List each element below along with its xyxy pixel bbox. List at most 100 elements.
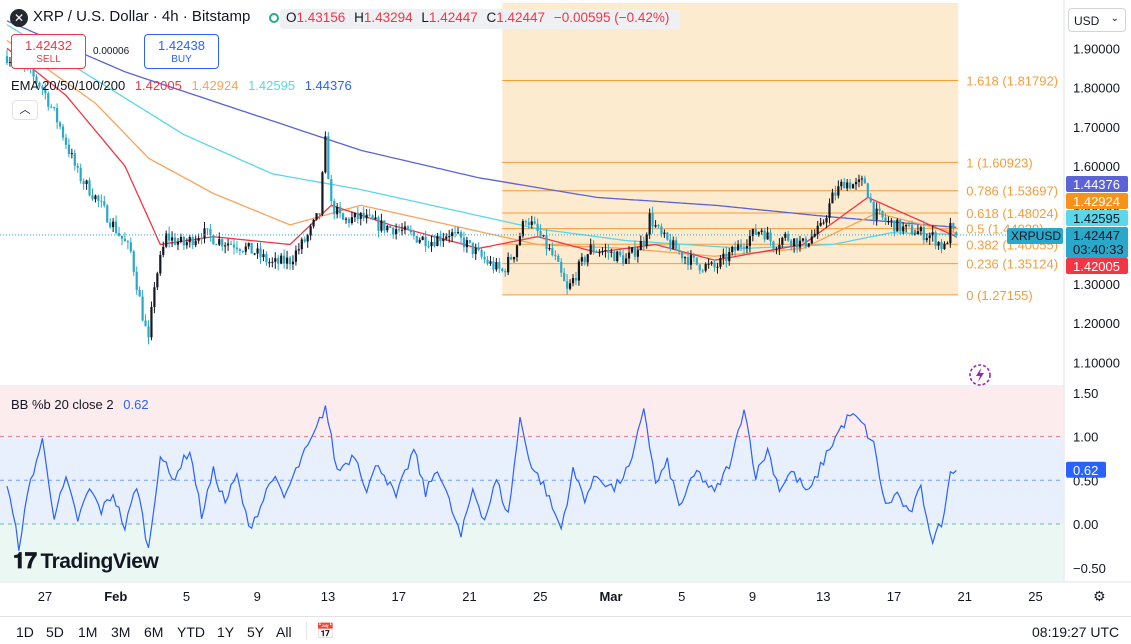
candle-body (790, 240, 793, 247)
time-axis[interactable]: 27 Feb 5 9 13 17 21 25 Mar 5 9 13 17 21 25 (38, 589, 1043, 604)
range-button-all[interactable]: All (276, 624, 292, 640)
candle-body (359, 212, 362, 219)
candle-body (636, 250, 639, 257)
candle-body (669, 239, 672, 249)
candle-body (745, 245, 749, 249)
candle-body (218, 239, 221, 245)
chart-header: ✕ XRP / U.S. Dollar · 4h · Bitstamp O1.4… (0, 0, 1064, 36)
candle-body (200, 238, 203, 240)
candle-body (468, 240, 471, 243)
collapse-legend-button[interactable]: ︿ (12, 100, 38, 120)
candle-body (112, 221, 115, 228)
candle-body (274, 258, 277, 262)
range-button-1d[interactable]: 1D (16, 624, 34, 640)
candle-body (389, 226, 392, 228)
candle-body (241, 250, 244, 252)
candle-body (471, 242, 474, 254)
bb-value-tag-label: 0.62 (1073, 463, 1098, 478)
candle-body (421, 236, 424, 240)
ema-legend[interactable]: EMA 20/50/100/200 1.42005 1.42924 1.4259… (11, 78, 352, 93)
candle-body (341, 213, 345, 220)
candle-body (194, 240, 197, 246)
candle-body (910, 225, 914, 235)
flash-icon[interactable] (966, 362, 994, 388)
tradingview-logo[interactable]: 𝟏𝟕 TradingView (13, 548, 159, 574)
candle-body (406, 226, 410, 230)
candle-body (804, 238, 808, 247)
candle-body (515, 245, 519, 258)
currency-select[interactable]: USD ⌄ (1068, 8, 1126, 32)
candle-body (377, 217, 380, 231)
candle-body (277, 258, 280, 264)
time-axis-tick-label: 13 (321, 589, 335, 604)
candle-body (135, 271, 138, 290)
currency-value: USD (1074, 14, 1100, 28)
time-axis-tick-label: 27 (38, 589, 52, 604)
candle-body (430, 241, 433, 247)
gear-icon[interactable]: ⚙ (1093, 588, 1106, 604)
candle-body (630, 247, 634, 253)
time-axis-tick-label: 25 (533, 589, 547, 604)
candle-body (772, 241, 775, 250)
time-axis-tick-label: 17 (392, 589, 406, 604)
candle-body (524, 221, 527, 223)
candle-body (837, 186, 840, 196)
price-axis[interactable]: 1.900001.800001.700001.600001.500001.400… (1073, 41, 1120, 576)
candle-body (710, 262, 713, 264)
candle-body (129, 242, 132, 252)
range-button-ytd[interactable]: YTD (177, 624, 205, 640)
clock[interactable]: 08:19:27 UTC (1032, 624, 1120, 640)
candle-body (813, 233, 816, 237)
candle-body (551, 247, 554, 256)
candle-body (288, 257, 292, 265)
sell-button[interactable]: 1.42432 SELL (11, 34, 86, 69)
ohlc-readout: O1.43156 H1.43294 L1.42447 C1.42447 −0.0… (280, 9, 681, 29)
range-button-5y[interactable]: 5Y (247, 624, 265, 640)
candle-body (336, 206, 339, 215)
range-button-1y[interactable]: 1Y (217, 624, 235, 640)
candle-body (162, 246, 165, 255)
fib-level-label: 1.618 (1.81792) (966, 73, 1058, 88)
candle-body (922, 227, 925, 241)
candle-body (577, 261, 581, 281)
candle-body (934, 232, 937, 246)
candle-body (601, 250, 604, 253)
range-button-3m[interactable]: 3M (111, 624, 131, 640)
candle-body (47, 93, 50, 107)
range-button-6m[interactable]: 6M (144, 624, 164, 640)
time-axis-tick-label: 17 (887, 589, 901, 604)
candle-body (533, 221, 536, 224)
candle-body (306, 235, 309, 242)
candle-body (259, 248, 262, 258)
candle-body (97, 195, 100, 201)
candle-body (742, 247, 746, 249)
candle-body (548, 247, 551, 250)
candle-body (660, 226, 663, 234)
ema100-value: 1.42595 (248, 78, 296, 93)
candle-body (937, 242, 940, 246)
price-axis-tick-label: 1.90000 (1073, 41, 1120, 56)
candle-body (907, 224, 911, 226)
range-button-1m[interactable]: 1M (78, 624, 98, 640)
candle-body (854, 181, 858, 185)
candle-body (607, 250, 610, 253)
range-button-5d[interactable]: 5D (46, 624, 64, 640)
candle-body (106, 205, 109, 223)
candle-body (442, 238, 445, 242)
candle-body (719, 257, 722, 267)
symbol-title[interactable]: XRP / U.S. Dollar · 4h · Bitstamp (33, 8, 251, 25)
candle-body (757, 231, 760, 235)
buy-button[interactable]: 1.42438 BUY (144, 34, 219, 69)
ema50-value: 1.42924 (191, 78, 239, 93)
market-status-icon (269, 13, 279, 23)
candle-body (465, 240, 468, 248)
price-axis-tick-label: 1.10000 (1073, 355, 1120, 370)
price-tags: 1.44376 1.42924 1.42595 1.42005 XRPUSD 1.4244… (0, 176, 1128, 478)
bb-legend[interactable]: BB %b 20 close 2 0.62 (11, 397, 149, 412)
candle-body (592, 244, 595, 252)
calendar-range-icon[interactable]: 📅 (316, 623, 335, 640)
candle-body (866, 183, 869, 198)
candle-body (483, 256, 486, 260)
candle-body (701, 270, 704, 272)
